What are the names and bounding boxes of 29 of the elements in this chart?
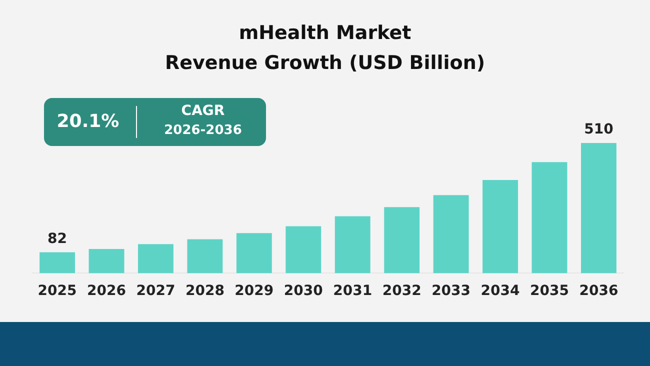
bar	[187, 239, 223, 274]
x-tick-label: 2030	[284, 283, 324, 300]
x-tick-label: 2029	[234, 283, 274, 300]
x-tick-label: 2033	[432, 283, 471, 300]
x-tick-label: 2027	[136, 283, 176, 300]
x-tick-label: 2036	[579, 283, 618, 300]
bar	[88, 248, 124, 274]
x-tick-label: 2026	[87, 283, 126, 300]
x-tick-label: 2032	[382, 283, 422, 300]
x-tick-label: 2035	[530, 283, 569, 300]
x-tick-label: 2025	[38, 283, 77, 300]
bar	[433, 195, 469, 274]
badge: 20.1% CAGR 2026-2036	[44, 98, 266, 146]
x-tick-label: 2034	[480, 283, 520, 300]
bar	[532, 162, 568, 274]
data-label: 510	[584, 122, 614, 138]
x-tick-label: 2031	[333, 283, 372, 300]
x-tick-label: 2028	[185, 283, 224, 300]
bar	[334, 216, 370, 274]
chart-title: mHealth Market	[238, 21, 412, 46]
bar	[40, 252, 76, 274]
bar	[384, 207, 420, 274]
bar	[286, 226, 322, 274]
bar	[580, 142, 616, 274]
data-label: 82	[48, 230, 68, 247]
bar	[236, 233, 272, 274]
bar	[138, 244, 174, 274]
chart-subtitle: Revenue Growth (USD Billion)	[164, 51, 486, 76]
bar	[482, 180, 518, 274]
